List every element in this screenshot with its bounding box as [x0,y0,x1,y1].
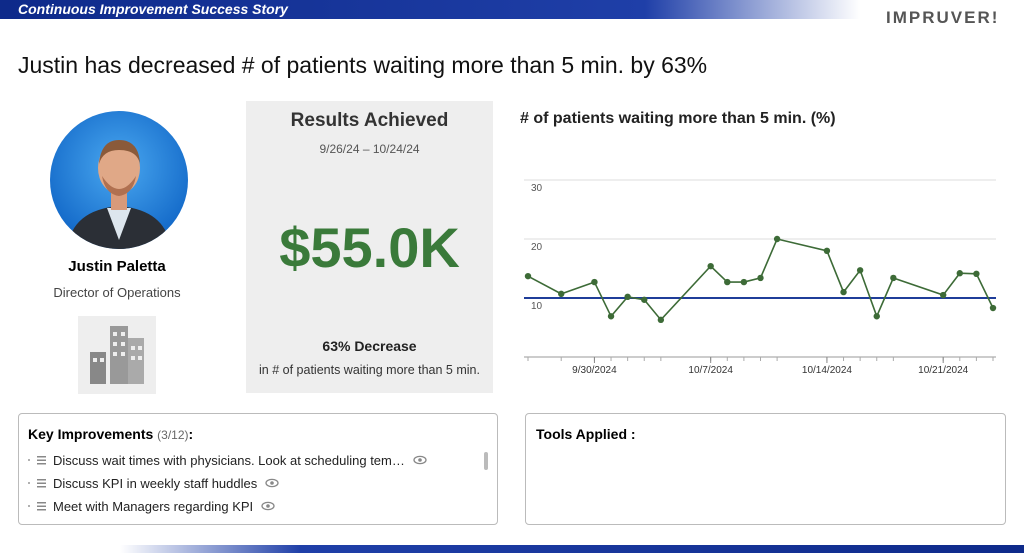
data-point [890,274,897,282]
key-improvements-heading: Key Improvements (3/12): [28,426,193,442]
banner: Continuous Improvement Success Story [0,0,860,19]
tools-applied: Tools Applied : [525,413,1006,525]
scrollbar [484,452,488,470]
data-point [989,304,997,312]
improvement-item[interactable]: Discuss KPI in weekly staff huddles [27,476,279,491]
key-improvements: Key Improvements (3/12): Discuss wait ti… [18,413,498,525]
chart-title: # of patients waiting more than 5 min. (… [520,110,836,127]
data-point [607,313,615,320]
key-improvements-count: (3/12) [157,428,189,442]
data-point [624,293,631,301]
x-tick-label: 10/14/2024 [802,365,852,376]
banner-title: Continuous Improvement Success Story [18,1,288,17]
data-point [757,274,764,282]
view-icon[interactable] [261,501,275,511]
x-tick-label: 9/30/2024 [572,365,617,376]
y-tick-label: 20 [531,242,543,253]
drag-handle [28,479,46,488]
data-point [524,272,532,280]
profile-name: Justin Paletta [68,258,166,275]
improvement-item[interactable]: Meet with Managers regarding KPI [27,499,275,514]
data-point [823,247,831,254]
footer-bar [120,545,1024,553]
data-point [956,270,963,277]
view-icon[interactable] [265,478,279,488]
data-point [856,267,864,274]
data-point [641,296,648,303]
x-tick-label: 10/7/2024 [688,365,733,376]
company-icon [78,316,156,394]
improvement-text: Discuss KPI in weekly staff huddles [53,476,258,491]
results-period: 9/26/24 – 10/24/24 [319,142,420,156]
profile-role: Director of Operations [53,285,181,300]
data-point [591,278,598,286]
improvement-text: Meet with Managers regarding KPI [53,499,254,514]
chart: 10 20 30 9/30/2024 10/7/2024 10/14/2024 10/21/… [520,157,998,379]
plot-background [520,157,998,379]
data-point [973,270,980,278]
data-point [873,313,880,320]
data-point [657,316,665,324]
data-point [740,278,748,286]
data-point [840,288,847,296]
data-point [773,235,781,243]
results-amount: $55.0K [279,216,460,279]
results-title: Results Achieved [290,110,449,131]
drag-handle [28,456,46,465]
data-point [707,262,714,270]
tools-title: Tools Applied : [536,426,636,442]
data-point [724,278,731,286]
separator: : [188,426,194,442]
y-tick-label: 10 [531,301,543,312]
results-change-detail: in # of patients waiting more than 5 min… [259,363,480,377]
view-icon[interactable] [412,455,427,465]
data-point [939,291,947,299]
data-point [558,290,565,298]
x-tick-label: 10/21/2024 [918,365,968,376]
headline: Justin has decreased # of patients waiti… [18,52,708,78]
drag-handle [28,502,46,511]
improvement-item[interactable]: Discuss wait times with physicians. Look… [27,453,427,468]
y-tick-label: 30 [531,183,543,194]
improvement-text: Discuss wait times with physicians. Look… [53,453,405,468]
logo: IMPRUVER! [886,8,1000,27]
avatar [50,111,188,249]
results-change: 63% Decrease [322,338,417,354]
key-improvements-title: Key Improvements [28,426,154,442]
results-card: Results Achieved 9/26/24 – 10/24/24 $55.… [246,101,493,393]
